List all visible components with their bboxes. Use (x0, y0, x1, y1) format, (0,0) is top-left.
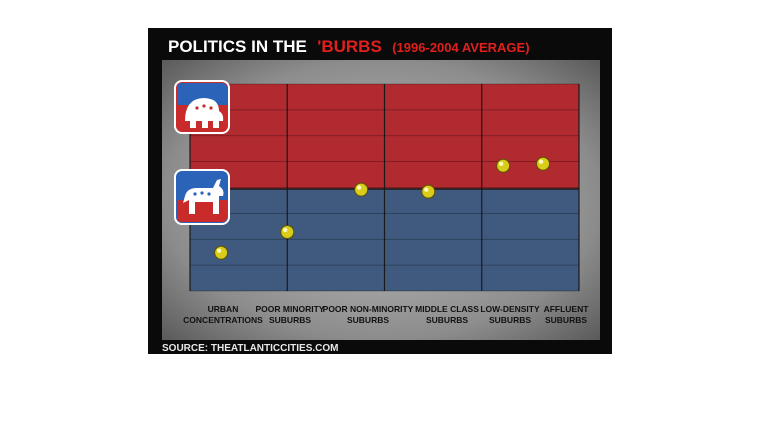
category-label-line: SUBURBS (347, 315, 389, 325)
category-label: AFFLUENT SUBURBS (544, 304, 590, 325)
category-label-line: CONCENTRATIONS (183, 315, 263, 325)
data-point-highlight (498, 161, 504, 166)
data-point (354, 182, 369, 197)
category-label-line: SUBURBS (269, 315, 311, 325)
category-label-line: LOW-DENSITY (480, 304, 540, 314)
title-part-2: 'BURBS (317, 37, 382, 56)
category-label-line: POOR NON-MINORITY (323, 304, 414, 314)
category-label-line: SUBURBS (489, 315, 531, 325)
category-label: URBAN CONCENTRATIONS (183, 304, 263, 325)
title-part-1: POLITICS IN THE (168, 37, 307, 56)
category-label-line: MIDDLE CLASS (415, 304, 479, 314)
source-label: SOURCE: THEATLANTICCITIES.COM (162, 343, 338, 354)
data-point-highlight (283, 227, 288, 233)
data-point (536, 156, 551, 171)
category-label: MIDDLE CLASS SUBURBS (415, 304, 479, 325)
democrat-donkey-icon (174, 169, 230, 225)
chart-title: POLITICS IN THE 'BURBS (1996-2004 AVERAG… (168, 37, 530, 56)
title-part-3: (1996-2004 AVERAGE) (392, 40, 529, 55)
category-label-line: SUBURBS (426, 315, 468, 325)
category-label: POOR MINORITY SUBURBS (256, 304, 325, 325)
category-label-line: SUBURBS (545, 315, 587, 325)
data-point-highlight (216, 248, 222, 253)
republican-elephant-icon (174, 80, 230, 134)
data-point-highlight (538, 159, 544, 164)
data-point (214, 245, 229, 260)
category-label: POOR NON-MINORITY SUBURBS (323, 304, 414, 325)
data-point-highlight (424, 187, 429, 192)
data-point (280, 225, 295, 240)
data-point-highlight (356, 185, 362, 190)
data-point (421, 184, 436, 199)
category-label-line: POOR MINORITY (256, 304, 325, 314)
category-label-line: AFFLUENT (544, 304, 590, 314)
data-points (214, 156, 551, 260)
category-label: LOW-DENSITY SUBURBS (480, 304, 540, 325)
category-label-line: URBAN (208, 304, 239, 314)
data-point (496, 158, 511, 173)
